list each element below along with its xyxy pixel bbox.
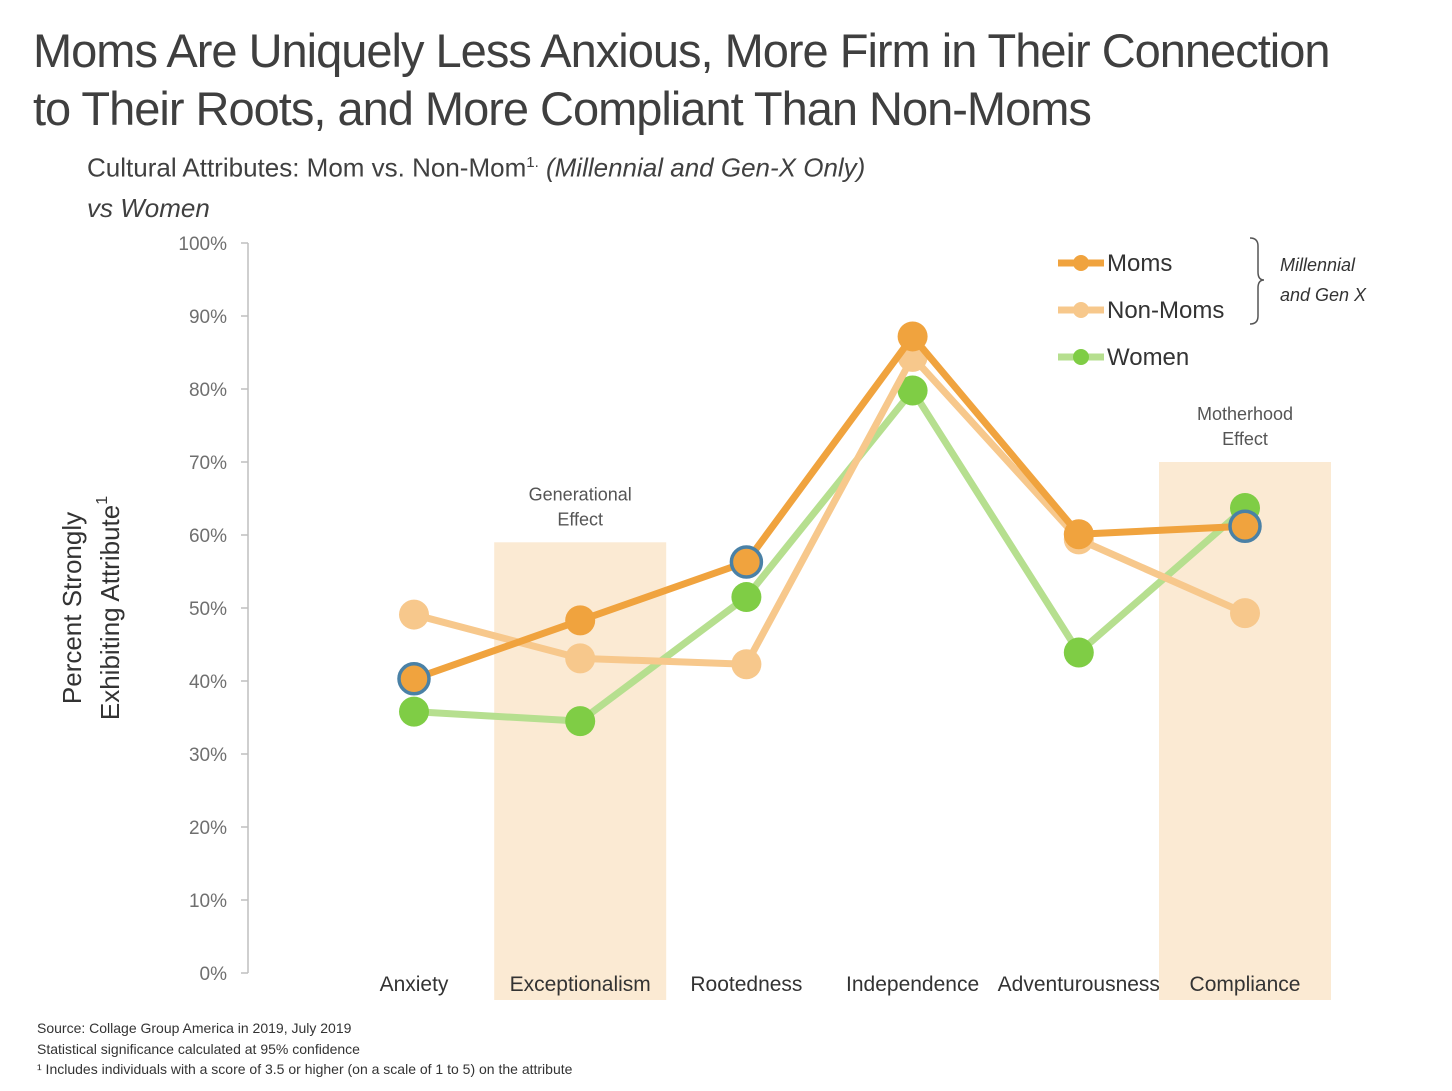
band-label-compliance-1: Effect xyxy=(1222,429,1268,449)
data-point-women xyxy=(731,582,762,613)
legend-label-moms: Moms xyxy=(1107,250,1172,277)
chart-subtitle: Cultural Attributes: Mom vs. Non-Mom1. (… xyxy=(87,143,865,228)
data-point-women xyxy=(399,696,429,727)
y-tick-label: 90% xyxy=(189,307,227,328)
legend-swatch-marker-non-moms xyxy=(1073,302,1089,318)
series-line-moms xyxy=(412,332,1246,683)
y-tick-label: 60% xyxy=(189,526,227,547)
y-tick-label: 0% xyxy=(200,964,228,985)
footnotes: Source: Collage Group America in 2019, J… xyxy=(37,1018,572,1080)
subtitle-footnote-mark: 1. xyxy=(526,154,539,171)
subtitle-italic: (Millennial and Gen-X Only) xyxy=(545,152,866,183)
footnote-source: Source: Collage Group America in 2019, J… xyxy=(37,1020,352,1036)
data-point-moms xyxy=(1063,519,1094,550)
y-tick-label: 10% xyxy=(189,891,227,912)
y-tick-label: 40% xyxy=(189,672,227,693)
series-line-non-moms xyxy=(413,353,1247,668)
x-tick-label-anxiety: Anxiety xyxy=(380,973,449,996)
title-line-1: Moms Are Uniquely Less Anxious, More Fir… xyxy=(33,24,1330,77)
data-point-non-moms xyxy=(731,649,762,680)
x-tick-label-adventurousness: Adventurousness xyxy=(998,973,1160,996)
x-tick-label-independence: Independence xyxy=(846,973,979,996)
y-tick-label: 100% xyxy=(178,234,227,255)
legend-brace xyxy=(1249,237,1265,325)
chart-title: Moms Are Uniquely Less Anxious, More Fir… xyxy=(33,22,1433,138)
x-tick-label-exceptionalism: Exceptionalism xyxy=(510,973,651,996)
data-point-non-moms xyxy=(399,599,429,630)
data-point-moms xyxy=(897,321,928,352)
band-label-exceptionalism-0: Generational xyxy=(529,484,632,504)
data-point-non-moms xyxy=(565,643,596,674)
data-point-women xyxy=(1063,637,1094,668)
series-line-women xyxy=(413,386,1248,725)
legend-group-note-0: Millennial xyxy=(1280,255,1356,275)
footnote-significance: Statistical significance calculated at 9… xyxy=(37,1040,360,1057)
x-tick-label-rootedness: Rootedness xyxy=(690,973,802,996)
y-tick-label: 50% xyxy=(189,599,227,620)
data-point-moms xyxy=(729,545,764,579)
y-axis-title: Percent Strongly Exhibiting Attribute1 xyxy=(57,496,125,720)
band-label-compliance-0: Motherhood xyxy=(1197,404,1293,424)
data-point-non-moms xyxy=(1230,598,1260,629)
y-tick-label: 70% xyxy=(189,453,227,474)
legend-swatch-marker-moms xyxy=(1073,255,1089,271)
legend-group-note-1: and Gen X xyxy=(1280,285,1367,305)
legend-swatch-marker-women xyxy=(1073,349,1089,365)
footnote-definition: ¹ Includes individuals with a score of 3… xyxy=(37,1061,573,1077)
legend-label-women: Women xyxy=(1107,344,1189,371)
subtitle-main: Cultural Attributes: Mom vs. Non-Mom xyxy=(87,152,527,183)
title-line-2: to Their Roots, and More Compliant Than … xyxy=(33,82,1092,135)
band-label-exceptionalism-1: Effect xyxy=(557,509,603,529)
x-tick-label-compliance: Compliance xyxy=(1190,973,1301,996)
subtitle-line-2: vs Women xyxy=(87,192,210,223)
data-point-moms xyxy=(1228,509,1262,543)
y-tick-label: 80% xyxy=(189,380,227,401)
legend-label-non-moms: Non-Moms xyxy=(1107,297,1224,324)
highlight-band-compliance xyxy=(1159,462,1331,1000)
data-point-moms xyxy=(565,605,596,636)
data-point-moms xyxy=(397,662,431,696)
data-point-women xyxy=(897,375,928,406)
y-tick-label: 30% xyxy=(189,745,227,766)
data-point-women xyxy=(565,706,596,737)
y-tick-label: 20% xyxy=(189,818,227,839)
